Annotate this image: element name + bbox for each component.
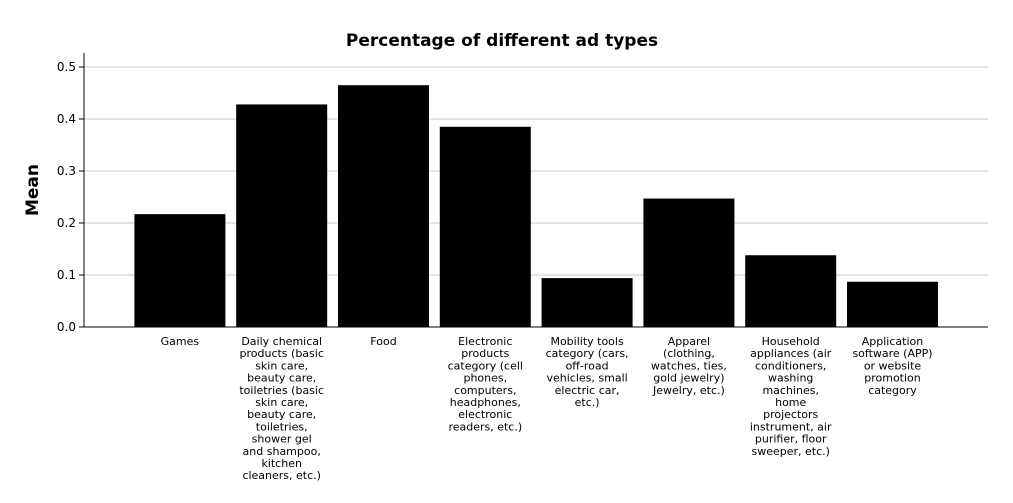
x-tick-label: Daily chemical products (basic skin care, b… <box>239 335 324 482</box>
x-tick-label-line: products (basic <box>240 347 324 360</box>
y-tick-label: 0.0 <box>57 320 76 334</box>
x-tick-label-line: category (cars, <box>546 347 629 360</box>
x-tick-label-line: or website <box>864 359 922 372</box>
x-tick-label-line: Games <box>161 335 200 348</box>
x-tick-label-line: off-road <box>566 359 609 372</box>
x-tick-label-line: Apparel <box>668 335 710 348</box>
x-tick-label-line: category (cell <box>448 359 523 372</box>
x-tick-label: Food <box>370 335 396 348</box>
x-tick-label: Electronic products category (cell phones, c… <box>448 335 523 433</box>
x-tick-label-line: Food <box>370 335 396 348</box>
x-tick-label: Apparel (clothing, watches, ties, gold jewe… <box>651 335 727 397</box>
x-tick-label-line: gold jewelry) <box>653 372 724 385</box>
bar <box>236 104 328 327</box>
x-tick-label-line: kitchen <box>261 457 302 470</box>
x-tick-label-line: cleaners, etc.) <box>242 469 321 482</box>
x-tick-label-line: watches, ties, <box>651 359 727 372</box>
x-tick-label-line: electronic <box>458 408 512 421</box>
x-tick-label-line: etc.) <box>575 396 600 409</box>
bar <box>643 198 735 327</box>
bar <box>745 255 837 327</box>
x-tick-label-line: Mobility tools <box>550 335 624 348</box>
bar <box>134 214 226 327</box>
x-tick-label-line: beauty care, <box>247 408 316 421</box>
x-tick-label-line: software (APP) <box>852 347 932 360</box>
x-tick-label: Application software (APP) or website promo… <box>852 335 932 397</box>
x-tick-label: Mobility tools category (cars, off-road veh… <box>546 335 629 409</box>
x-tick-label: Games <box>161 335 200 348</box>
x-tick-label-line: Application <box>862 335 923 348</box>
x-tick-label-line: skin care, <box>255 396 308 409</box>
x-tick-label-line: and shampoo, <box>243 445 321 458</box>
x-tick-label-line: shower gel <box>252 433 312 446</box>
bar <box>541 278 633 327</box>
y-axis-label: Mean <box>23 164 43 216</box>
bar <box>847 281 938 327</box>
y-tick-label: 0.2 <box>57 216 76 230</box>
x-tick-label-line: Daily chemical <box>241 335 322 348</box>
bar <box>439 126 531 327</box>
x-tick-label-line: appliances (air <box>750 347 832 360</box>
x-tick-label-line: toiletries (basic <box>239 384 324 397</box>
x-tick-label-line: projectors <box>763 408 818 421</box>
x-tick-label-line: category <box>868 384 917 397</box>
x-tick-label-line: washing <box>768 372 813 385</box>
y-tick-label: 0.4 <box>57 112 76 126</box>
bar <box>338 85 429 327</box>
chart-title: Percentage of different ad types <box>346 31 658 51</box>
x-tick-label-line: home <box>775 396 806 409</box>
x-tick-label-line: computers, <box>454 384 516 397</box>
y-tick-label: 0.1 <box>57 268 76 282</box>
x-tick-label-line: skin care, <box>255 359 308 372</box>
x-tick-label-line: beauty care, <box>247 372 316 385</box>
x-tick-label-line: purifier, floor <box>755 433 827 446</box>
y-tick-label: 0.5 <box>57 60 76 74</box>
x-tick-label-line: toiletries, <box>256 420 308 433</box>
x-tick-label-line: Jewelry, etc.) <box>652 384 725 397</box>
x-tick-label: Household appliances (air conditioners, was… <box>750 335 832 458</box>
x-tick-label-line: promotion <box>864 372 921 385</box>
y-tick-labels: 0.0 0.1 0.2 0.3 0.4 0.5 <box>57 60 84 334</box>
x-tick-label-line: phones, <box>463 372 507 385</box>
gridlines <box>84 66 988 276</box>
x-tick-label-line: electric car, <box>555 384 620 397</box>
x-tick-label-line: conditioners, <box>755 359 826 372</box>
x-tick-label-line: products <box>461 347 509 360</box>
bars <box>134 85 938 327</box>
x-tick-label-line: Household <box>762 335 820 348</box>
x-tick-label-line: Electronic <box>458 335 512 348</box>
x-tick-label-line: headphones, <box>450 396 521 409</box>
x-tick-label-line: (clothing, <box>663 347 715 360</box>
x-tick-labels: Games Daily chemical products (basic skin c… <box>161 335 933 482</box>
x-tick-label-line: machines, <box>762 384 819 397</box>
x-tick-label-line: readers, etc.) <box>448 420 522 433</box>
y-tick-label: 0.3 <box>57 164 76 178</box>
x-tick-label-line: sweeper, etc.) <box>751 445 829 458</box>
x-tick-label-line: vehicles, small <box>546 372 627 385</box>
x-tick-label-line: instrument, air <box>750 420 832 433</box>
